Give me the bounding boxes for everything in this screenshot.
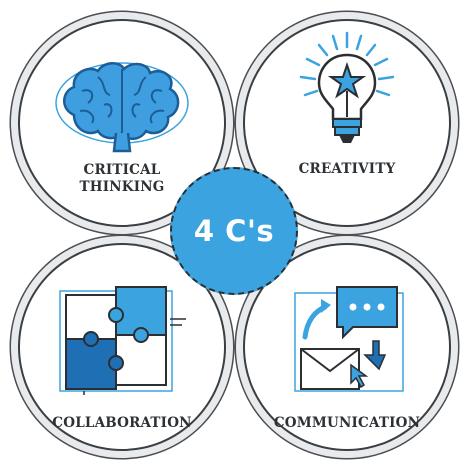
label-line: COMMUNICATION [273,415,421,431]
center-badge: 4 C's [170,167,298,295]
brain-icon [55,62,189,153]
message-envelope-icon [294,286,404,392]
communication-label: COMMUNICATION [247,415,447,432]
label-line: THINKING [79,179,165,195]
collaboration-circle: COLLABORATION [20,245,224,449]
puzzle-icon [59,286,186,395]
communication-circle: COMMUNICATION [245,245,449,449]
critical-thinking-label: CRITICAL THINKING [22,162,222,196]
lightbulb-star-icon [299,31,395,143]
label-line: CREATIVITY [298,161,396,177]
center-title: 4 C's [193,214,275,248]
label-line: CRITICAL [83,162,161,178]
collaboration-label: COLLABORATION [22,415,222,432]
critical-thinking-circle: CRITICAL THINKING [20,21,224,225]
creativity-label: CREATIVITY [247,161,447,178]
label-line: COLLABORATION [52,415,192,431]
